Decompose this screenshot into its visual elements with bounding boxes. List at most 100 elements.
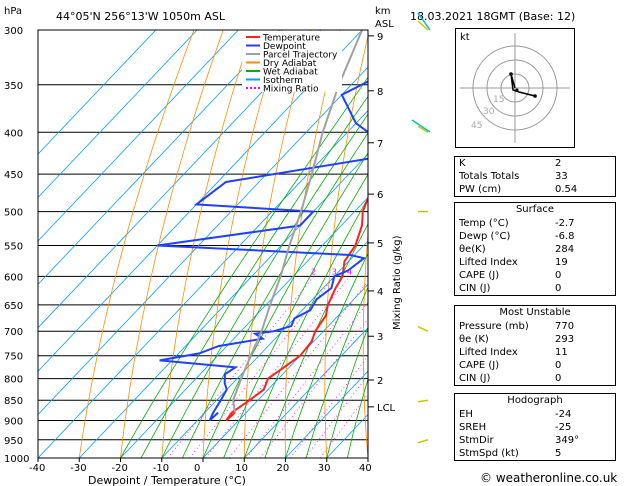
surface-row: CIN (J) 0 <box>459 283 562 294</box>
mixing-ratio-label: 2 <box>311 267 316 276</box>
wet-adiabat <box>347 377 368 458</box>
isotherm-line <box>38 110 368 458</box>
dry-adiabat <box>243 30 312 458</box>
surface-row: CAPE (J) 0 <box>459 270 562 281</box>
wet-adiabat <box>140 95 368 458</box>
wind-barb <box>411 119 431 133</box>
surface-row: Lifted Index 19 <box>459 257 568 268</box>
isotherm-line <box>38 30 157 155</box>
hodograph-trace <box>510 73 536 97</box>
hodograph-point <box>509 72 513 76</box>
hodograph-unit: kt <box>460 32 470 43</box>
wind-barb <box>417 326 429 332</box>
mixing-ratio-label: 3 <box>332 267 337 276</box>
mixing-ratio-line <box>167 276 315 458</box>
unstable-row: Pressure (mb) 770 <box>459 321 575 332</box>
x-tick-label: -40 <box>29 463 45 474</box>
surface-row: θe(K) 284 <box>459 244 575 255</box>
pressure-tick-label: 550 <box>4 241 23 252</box>
isotherm-line <box>38 30 239 242</box>
mixing-ratio-line <box>259 318 368 458</box>
surface-row: Temp (°C) -2.7 <box>459 218 575 229</box>
asl-label: ASL <box>375 19 394 30</box>
pressure-tick-label: 300 <box>4 26 23 37</box>
wet-adiabat <box>182 132 368 458</box>
plot-frame <box>37 29 369 459</box>
x-tick-label: 30 <box>318 463 331 474</box>
legend-label: Temperature <box>262 34 320 44</box>
wet-adiabat <box>243 197 368 458</box>
pressure-tick-label: 400 <box>4 128 23 139</box>
km-tick-label: 7 <box>377 139 383 150</box>
isotherm-line <box>38 66 368 416</box>
axis-ticks: 3003504004505005506006507007508008509009… <box>4 26 396 474</box>
pressure-tick-label: 750 <box>4 352 23 363</box>
isotherm-line <box>38 30 198 199</box>
pressure-tick-label: 450 <box>4 170 23 181</box>
km-tick-label: 9 <box>377 32 383 43</box>
mixing-ratio-line <box>205 276 351 458</box>
mixing-ratio-label: 16 <box>428 267 438 276</box>
hodograph-storm-marker <box>515 88 519 92</box>
hodograph-label-45: 45 <box>471 121 482 131</box>
pressure-tick-label: 900 <box>4 417 23 428</box>
wet-adiabat <box>326 326 368 458</box>
isotherm-line <box>161 240 368 458</box>
wet-adiabat <box>305 286 368 458</box>
unstable-row: CIN (J) 0 <box>459 373 562 384</box>
pressure-tick-label: 950 <box>4 436 23 447</box>
surface-table: Surface Temp (°C) -2.7 Dewp (°C) -6.8 θe(K… <box>454 202 616 296</box>
x-axis-label: Dewpoint / Temperature (°C) <box>88 474 246 486</box>
legend-label: Dewpoint <box>263 42 306 52</box>
wet-adiabat <box>202 152 368 458</box>
mixing-ratio-line <box>246 301 368 458</box>
x-tick-label: 10 <box>235 463 248 474</box>
dry-adiabat <box>400 30 428 458</box>
wet-adiabat <box>161 113 368 458</box>
pressure-unit-label: hPa <box>4 6 22 17</box>
pressure-tick-label: 600 <box>4 272 23 283</box>
x-tick-label: -20 <box>112 463 128 474</box>
dry-adiabat <box>324 34 368 458</box>
index-row-totals: Totals Totals 33 <box>459 171 568 182</box>
x-tick-label: 0 <box>194 463 200 474</box>
location-title: 44°05'N 256°13'W 1050m ASL <box>56 10 226 23</box>
dry-adiabat <box>362 228 368 458</box>
km-tick-label: 8 <box>377 87 383 98</box>
series-temperature <box>225 195 368 422</box>
x-tick-label: 40 <box>359 463 372 474</box>
km-tick-label: 3 <box>377 332 383 343</box>
km-tick-label: 4 <box>377 287 383 298</box>
most-unstable-title: Most Unstable <box>499 307 571 318</box>
credit-text: © weatheronline.co.uk <box>480 471 618 485</box>
pressure-tick-label: 650 <box>4 301 23 312</box>
isotherm-line <box>243 327 368 458</box>
most-unstable-table: Most Unstable Pressure (mb) 770 θe (K) 293… <box>454 305 616 386</box>
mixing-ratio-line <box>189 276 335 458</box>
dry-adiabat <box>78 30 195 458</box>
wind-barb <box>417 12 431 31</box>
hodo-row: StmSpd (kt) 5 <box>459 448 562 459</box>
wind-barb <box>417 399 429 403</box>
hodograph-label-30: 30 <box>483 107 495 117</box>
legend-label: Dry Adiabat <box>263 59 317 69</box>
unstable-row: Lifted Index 11 <box>459 347 568 358</box>
mixing-ratio-label: 20 <box>442 267 452 276</box>
dry-adiabat <box>202 30 283 458</box>
km-tick-label: 2 <box>377 376 383 387</box>
km-label: km <box>375 6 391 17</box>
wind-barb <box>417 20 429 31</box>
isotherm-line <box>285 370 368 458</box>
pressure-tick-label: 800 <box>4 375 23 386</box>
km-tick-label: 6 <box>377 190 383 201</box>
isotherm-line <box>38 30 280 285</box>
pressure-tick-label: 1000 <box>4 454 29 465</box>
x-tick-label: -30 <box>70 463 86 474</box>
datetime-title: 18.03.2021 18GMT (Base: 12) <box>410 10 575 23</box>
index-row-pw: PW (cm) 0.54 <box>459 184 578 195</box>
pressure-tick-label: 850 <box>4 396 23 407</box>
pressure-tick-label: 350 <box>4 81 23 92</box>
mixing-ratio-axis-label: Mixing Ratio (g/kg) <box>392 235 403 330</box>
